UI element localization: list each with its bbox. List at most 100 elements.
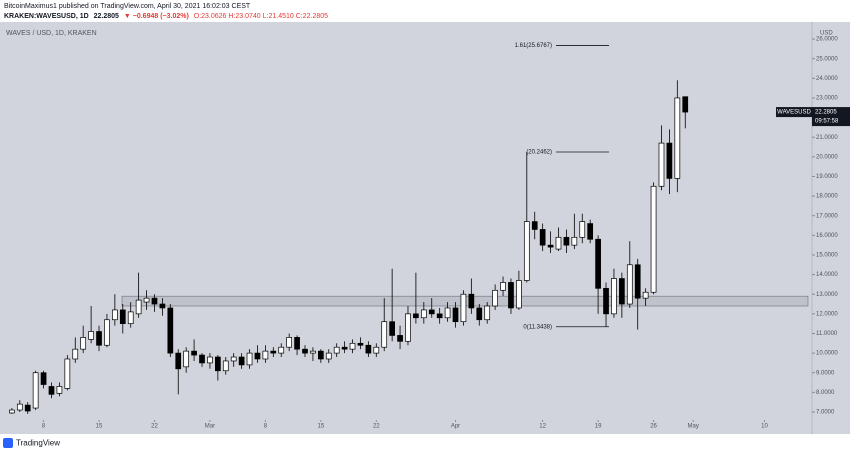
candle-body [16, 403, 23, 411]
y-tick-label: 19.0000 [816, 174, 838, 180]
x-tick-label: 22 [151, 424, 158, 430]
x-tick-label: 15 [96, 424, 103, 430]
candle-body [222, 360, 229, 372]
x-tick-label: 8 [264, 424, 268, 430]
candle-body [151, 297, 158, 305]
candle-body [302, 348, 308, 354]
y-tick-label: 10.0000 [816, 351, 838, 357]
x-tick-label: 12 [539, 424, 546, 430]
candle-body [508, 282, 514, 309]
y-tick-label: 16.0000 [816, 233, 838, 239]
x-tick-label: 15 [317, 424, 324, 430]
candle-body [119, 309, 126, 325]
candle-body [650, 185, 657, 293]
candle-body [254, 352, 261, 360]
candle-body [317, 350, 324, 360]
candle-body [56, 386, 63, 394]
candle-body [64, 358, 71, 389]
y-tick-label: 24.0000 [816, 76, 838, 82]
candle-body [587, 223, 594, 240]
y-tick-label: 8.0000 [816, 390, 835, 396]
y-tick-label: 7.0000 [816, 410, 835, 416]
y-tick-label: 13.0000 [816, 292, 838, 298]
candle-body [48, 386, 55, 395]
candle-body [444, 307, 451, 319]
price-tag-value: 22.2805 [815, 110, 837, 116]
candle-body [72, 348, 79, 360]
y-axis-label: USD [820, 31, 833, 37]
candle-body [191, 350, 197, 356]
candle-body [238, 356, 245, 366]
candle-body [127, 311, 134, 325]
x-tick-label: Mar [205, 424, 215, 430]
candle-body [555, 236, 562, 250]
candle-body [523, 221, 530, 281]
price-tag-name-bg [776, 107, 812, 118]
candle-body [40, 372, 47, 385]
candle-body [420, 309, 427, 319]
candle-body [397, 335, 403, 342]
y-tick-label: 9.0000 [816, 370, 835, 376]
candle-body [389, 321, 395, 336]
header-bg [0, 0, 850, 22]
candle-body [199, 354, 205, 364]
y-tick-label: 25.0000 [816, 56, 838, 62]
symbol: KRAKEN:WAVESUSD, 1D [4, 13, 89, 20]
watermark: WAVES / USD, 1D, KRAKEN [6, 30, 97, 37]
header-line1: BitcoinMaximus1 published on TradingView… [4, 3, 251, 10]
candle-body [230, 356, 237, 362]
candle-body [674, 97, 681, 179]
y-tick-label: 12.0000 [816, 311, 838, 317]
candle-body [349, 342, 356, 350]
candle-body [476, 307, 483, 321]
plot-bg [0, 22, 850, 434]
last-price: 22.2805 [94, 13, 119, 20]
candle-body [88, 331, 94, 340]
x-tick-label: Apr [451, 424, 460, 430]
y-tick-label: 23.0000 [816, 96, 838, 102]
candle-body [634, 264, 641, 299]
candle-body [682, 96, 689, 113]
candle-body [484, 305, 491, 321]
candle-body [381, 321, 388, 348]
y-tick-label: 20.0000 [816, 154, 838, 160]
candle-body [175, 352, 182, 370]
candle-body [24, 404, 31, 412]
candle-body [413, 313, 419, 319]
candle-body [516, 280, 522, 309]
candle-body [460, 293, 467, 323]
candle-body [341, 346, 348, 350]
y-tick-label: 15.0000 [816, 253, 838, 259]
y-tick-label: 26.0000 [816, 37, 838, 43]
candle-body [642, 291, 649, 299]
candle-body [666, 142, 673, 179]
ohlc: O:23.0626 H:23.0740 L:21.4510 C:22.2805 [194, 13, 328, 20]
candle-body [294, 337, 300, 350]
candle-body [452, 307, 459, 323]
x-tick-label: 22 [373, 424, 380, 430]
candle-body [619, 278, 625, 305]
y-tick-label: 14.0000 [816, 272, 838, 278]
candle-body [215, 356, 221, 372]
fib-label: 1.61(25.6767) [515, 43, 552, 49]
candle-body [96, 331, 102, 346]
candle-body [333, 346, 340, 354]
x-tick-label: 8 [42, 424, 46, 430]
candle-body [262, 350, 269, 360]
price-tag-bg [812, 107, 850, 127]
candle-body [167, 307, 174, 354]
x-tick-label: 10 [761, 424, 768, 430]
x-tick-label: 26 [650, 424, 657, 430]
candle-body [531, 221, 538, 230]
candle-body [270, 350, 277, 354]
candle-body [112, 309, 118, 321]
candle-body [357, 342, 364, 346]
price-tag-name: WAVESUSD [777, 110, 811, 116]
candle-body [405, 313, 411, 342]
candle-body [595, 238, 601, 289]
candle-body [207, 356, 213, 364]
candle-body [143, 297, 150, 303]
y-tick-label: 21.0000 [816, 135, 838, 141]
price-tag-time: 09:57:58 [815, 119, 839, 125]
